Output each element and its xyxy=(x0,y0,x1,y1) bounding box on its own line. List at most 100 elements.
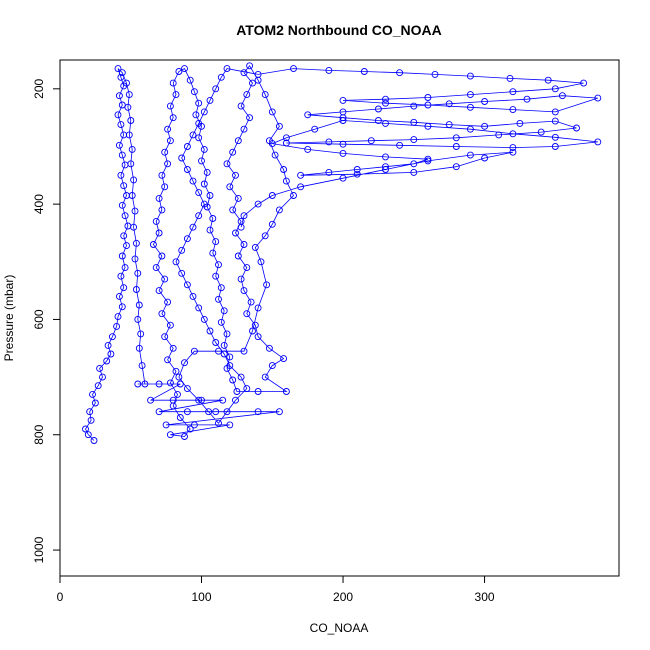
data-point xyxy=(234,194,242,202)
data-point xyxy=(215,261,222,269)
data-point xyxy=(169,79,177,87)
data-point xyxy=(580,79,588,87)
data-point xyxy=(509,130,517,138)
data-point xyxy=(275,408,283,416)
data-point xyxy=(215,419,222,427)
data-point xyxy=(212,238,220,246)
data-point xyxy=(212,408,220,416)
data-point xyxy=(166,431,174,439)
data-point xyxy=(466,103,474,111)
data-point xyxy=(138,362,146,370)
data-point xyxy=(84,431,92,439)
data-point xyxy=(410,168,418,176)
data-point xyxy=(410,136,418,144)
data-point xyxy=(131,255,139,263)
data-point xyxy=(537,128,545,136)
data-point xyxy=(183,408,191,416)
data-point xyxy=(181,359,188,367)
data-point xyxy=(481,98,489,105)
data-point xyxy=(257,258,265,266)
data-point xyxy=(181,433,188,440)
data-point xyxy=(115,292,123,300)
data-point xyxy=(297,171,305,179)
data-point xyxy=(134,380,142,388)
data-point xyxy=(120,182,128,190)
data-point xyxy=(152,217,160,225)
data-point xyxy=(268,192,276,199)
data-point xyxy=(183,281,191,289)
data-point xyxy=(123,79,130,87)
data-point xyxy=(195,304,203,312)
data-point xyxy=(158,206,166,214)
data-point xyxy=(183,143,191,150)
data-point xyxy=(158,310,166,318)
data-point xyxy=(223,408,231,416)
data-point xyxy=(137,330,145,338)
data-point xyxy=(190,347,198,355)
data-point xyxy=(226,183,234,191)
data-point xyxy=(161,333,169,341)
data-point xyxy=(304,111,312,119)
data-point xyxy=(94,382,102,390)
data-point xyxy=(271,151,279,159)
data-point xyxy=(229,148,237,156)
data-point xyxy=(237,102,245,110)
data-point xyxy=(268,140,276,148)
data-point xyxy=(206,192,214,199)
data-point xyxy=(243,385,251,393)
chart-title: ATOM2 Northbound CO_NOAA xyxy=(236,22,442,38)
data-point xyxy=(551,117,559,125)
data-point xyxy=(117,171,125,179)
data-point xyxy=(86,408,94,416)
data-point xyxy=(87,416,95,424)
data-point xyxy=(118,151,126,159)
data-point xyxy=(254,408,262,416)
data-point xyxy=(325,66,333,74)
data-point xyxy=(99,373,106,381)
data-point xyxy=(246,62,254,70)
data-point xyxy=(195,212,203,220)
data-point xyxy=(135,301,143,309)
data-point xyxy=(243,310,251,318)
data-point xyxy=(174,390,181,398)
data-point xyxy=(118,252,126,260)
data-point xyxy=(226,353,234,361)
data-point xyxy=(176,380,184,388)
data-point xyxy=(243,264,251,272)
data-point xyxy=(263,281,271,289)
data-point xyxy=(158,171,166,179)
data-point xyxy=(254,388,262,395)
y-tick-label: 800 xyxy=(32,424,46,444)
data-point xyxy=(166,379,174,387)
data-point xyxy=(117,121,125,129)
data-point xyxy=(209,249,217,257)
data-point xyxy=(190,88,198,96)
data-point xyxy=(212,272,220,280)
data-point xyxy=(115,92,123,100)
data-point xyxy=(169,344,177,352)
data-point xyxy=(203,168,211,176)
data-point xyxy=(551,133,559,141)
data-point xyxy=(282,177,290,185)
data-point xyxy=(232,229,239,237)
data-point xyxy=(424,101,432,109)
data-point xyxy=(215,347,222,355)
data-point xyxy=(367,137,375,145)
data-point xyxy=(516,119,524,127)
data-point xyxy=(114,111,122,119)
data-point xyxy=(452,163,460,171)
data-point xyxy=(178,246,186,254)
data-point xyxy=(189,223,197,231)
data-point xyxy=(382,166,389,173)
data-point xyxy=(431,70,439,78)
data-point xyxy=(396,69,404,77)
data-point xyxy=(128,145,136,153)
data-point xyxy=(506,74,514,82)
data-point xyxy=(161,148,169,156)
data-point xyxy=(164,160,172,168)
data-point xyxy=(509,106,517,114)
data-point xyxy=(96,364,104,372)
data-point xyxy=(251,321,259,329)
data-point xyxy=(198,396,205,404)
